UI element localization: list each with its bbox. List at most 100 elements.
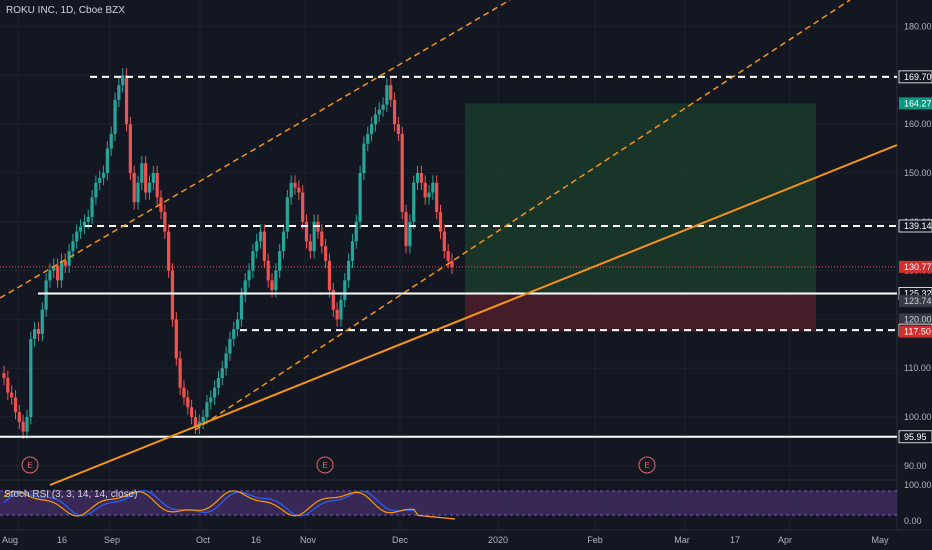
time-axis-label: Mar: [674, 535, 690, 545]
time-axis-label: Sep: [104, 535, 120, 545]
horizontal-levels[interactable]: [0, 75, 897, 438]
candle-body: [285, 197, 289, 232]
candle-body: [121, 75, 125, 86]
candle-body: [412, 182, 416, 222]
price-tag: [899, 260, 932, 273]
candle-body: [140, 163, 144, 183]
time-axis-label: Aug: [2, 535, 18, 545]
indicator-title: Stoch RSI (3, 3, 14, 14, close): [4, 489, 138, 500]
candle-body: [209, 397, 213, 403]
candle-body: [25, 417, 29, 432]
candle-body: [438, 212, 443, 232]
candle-body: [400, 133, 404, 213]
earnings-label: E: [644, 461, 649, 470]
candle-body: [281, 231, 286, 252]
price-tag-label: 120.00: [904, 314, 932, 324]
candle-body: [36, 329, 41, 335]
candle-body: [312, 221, 316, 252]
candle-body: [178, 358, 182, 388]
target-zone: [465, 103, 816, 294]
candle-body: [408, 221, 412, 247]
price-axis[interactable]: 180.00170.00160.00150.00140.00130.00120.…: [898, 22, 932, 526]
price-tag-label: 125.32: [904, 288, 932, 298]
candle-body: [48, 270, 52, 281]
chart-grid: [0, 0, 932, 531]
candle-body: [228, 338, 232, 354]
candle-body: [350, 241, 355, 261]
price-axis-label: 180.00: [904, 22, 932, 32]
candle-body: [446, 251, 450, 261]
candle-body: [262, 231, 266, 261]
candle-body: [266, 260, 270, 281]
candle-body: [289, 182, 293, 198]
candle-body: [33, 329, 37, 339]
time-axis-label: Dec: [392, 535, 409, 545]
symbol-title: ROKU INC, 1D, Cboe BZX: [6, 5, 125, 16]
rsi-axis-label: 100.00: [904, 480, 932, 490]
candle-body: [90, 197, 94, 217]
candle-body: [117, 85, 121, 100]
candle-body: [327, 260, 332, 291]
candle-body: [442, 231, 446, 252]
price-tag-label: 95.95: [904, 432, 927, 442]
candle-body: [78, 226, 83, 232]
candle-body: [278, 251, 282, 271]
candle-body: [147, 182, 152, 193]
candle-body: [98, 177, 102, 183]
candle-body: [431, 182, 435, 193]
candle-body: [128, 124, 132, 173]
candle-body: [293, 182, 297, 188]
candle-body: [59, 260, 64, 281]
time-axis-label: 16: [57, 535, 67, 545]
rsi-band: [0, 491, 897, 515]
candle-body: [21, 421, 25, 432]
candle-body: [71, 241, 75, 252]
earnings-icon: [638, 456, 656, 474]
trend-lines[interactable]: [0, 0, 898, 486]
candle-body: [339, 299, 343, 320]
candle-body: [132, 173, 136, 203]
candle-body: [251, 251, 255, 271]
candle-body: [75, 231, 79, 242]
candle-body: [320, 231, 324, 247]
rsi-d-line: [3, 490, 456, 520]
candle-body: [56, 265, 60, 281]
candle-body: [335, 309, 339, 320]
price-tag: [899, 97, 932, 110]
price-axis-label: 160.00: [904, 119, 932, 129]
stop-zone: [465, 293, 816, 332]
channel-lower-dashed: [194, 0, 851, 431]
candle-body: [151, 173, 155, 183]
candle-body: [6, 377, 10, 393]
candle-body: [232, 329, 236, 339]
candle-body: [423, 182, 427, 198]
time-axis-label: 17: [730, 535, 740, 545]
earnings-label: E: [27, 461, 32, 470]
time-axis-label: Feb: [587, 535, 603, 545]
candle-body: [10, 392, 14, 398]
candle-body: [2, 373, 6, 378]
time-axis-label: 2020: [488, 535, 508, 545]
time-axis-label: Nov: [300, 535, 317, 545]
price-tag: [898, 219, 932, 233]
candle-body: [366, 133, 370, 144]
price-tag-label: 139.14: [904, 221, 932, 231]
candle-body: [415, 173, 420, 183]
rsi-axis-label: 0.00: [904, 516, 922, 526]
time-axis[interactable]: Aug 16 Sep Oct 16 Nov Dec 2020 Feb Mar 17 Apr May: [2, 535, 889, 545]
time-axis-label: Oct: [196, 535, 211, 545]
price-tag: [899, 313, 932, 326]
candle-body: [101, 173, 106, 178]
candle-body: [136, 182, 140, 203]
candle-body: [155, 173, 159, 198]
candle-body: [67, 251, 71, 266]
earnings-label: E: [322, 461, 327, 470]
candle-body: [109, 133, 113, 149]
candle-body: [17, 412, 21, 422]
candle-body: [435, 182, 439, 213]
price-tag-label: 130.77: [904, 262, 932, 272]
candle-body: [324, 246, 328, 261]
candle-body: [274, 270, 278, 291]
